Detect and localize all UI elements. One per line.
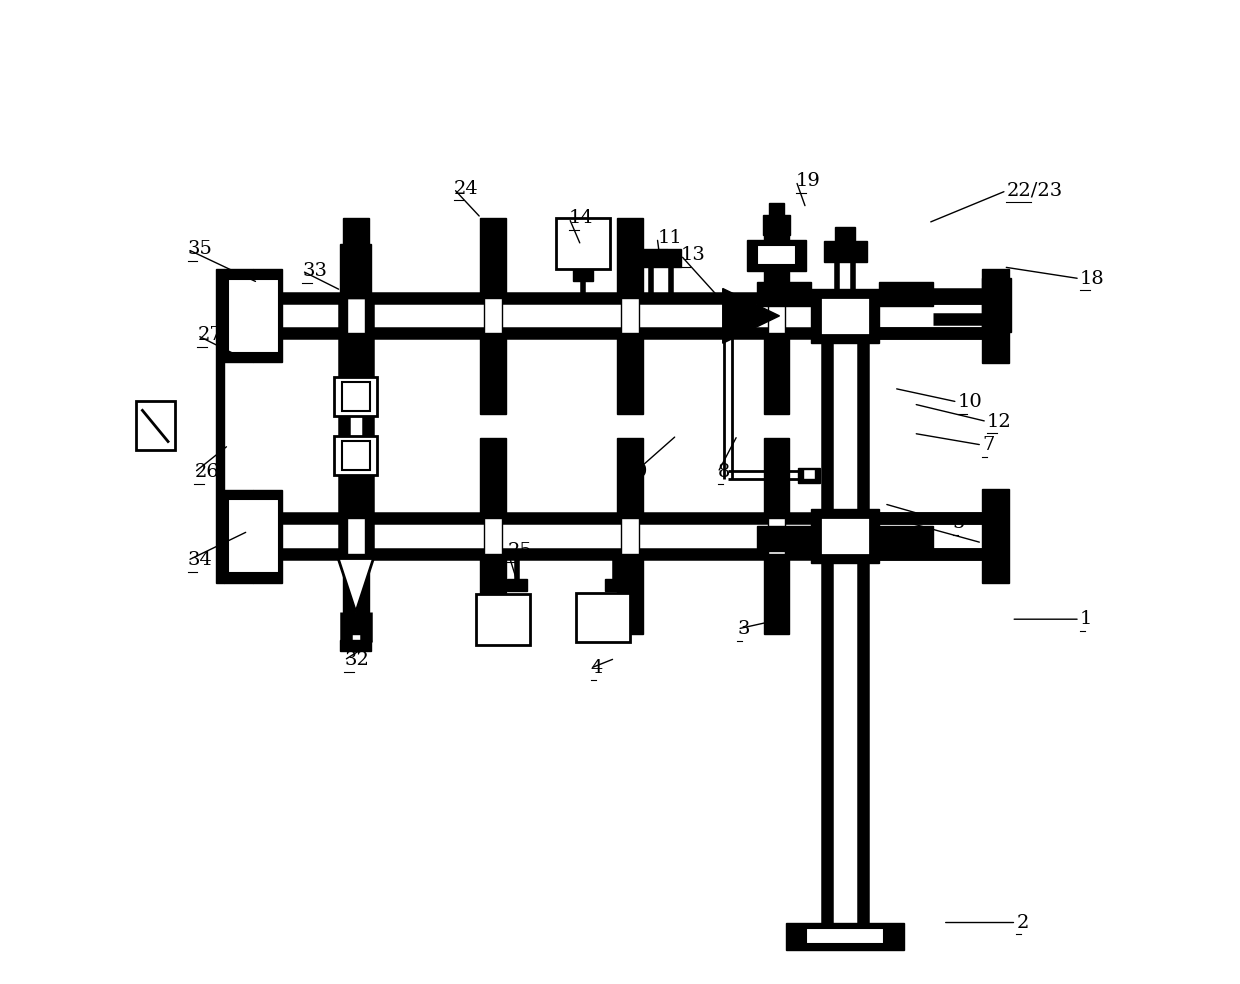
- Text: 33: 33: [303, 262, 327, 279]
- Bar: [480, 438, 506, 519]
- Bar: [618, 218, 642, 298]
- Bar: [507, 579, 527, 590]
- Text: 3: 3: [738, 620, 750, 638]
- Bar: [343, 438, 368, 519]
- Text: 27: 27: [197, 327, 222, 344]
- Bar: [641, 249, 681, 267]
- Bar: [480, 218, 506, 298]
- Text: 26: 26: [195, 463, 219, 481]
- Bar: [253, 490, 283, 583]
- Text: 34: 34: [187, 551, 212, 570]
- Text: 24: 24: [454, 180, 479, 198]
- Text: 13: 13: [681, 246, 706, 265]
- Bar: [223, 490, 253, 583]
- Text: 11: 11: [657, 228, 682, 247]
- Bar: [228, 279, 279, 352]
- Bar: [768, 519, 785, 554]
- Text: 2: 2: [1017, 913, 1029, 932]
- Text: 1: 1: [1080, 610, 1092, 628]
- Bar: [764, 438, 790, 519]
- Polygon shape: [723, 288, 780, 343]
- Bar: [820, 517, 870, 555]
- Polygon shape: [339, 559, 373, 612]
- Text: 7: 7: [982, 436, 994, 454]
- Bar: [605, 579, 625, 590]
- Bar: [253, 270, 283, 362]
- Bar: [618, 438, 642, 519]
- Bar: [335, 436, 377, 475]
- Bar: [804, 469, 815, 479]
- Bar: [769, 204, 785, 215]
- Bar: [618, 554, 642, 634]
- Bar: [484, 298, 502, 334]
- Bar: [982, 277, 1012, 332]
- Bar: [756, 526, 811, 551]
- Bar: [820, 297, 870, 335]
- Bar: [343, 334, 368, 413]
- Bar: [480, 334, 506, 413]
- Bar: [879, 526, 934, 551]
- Bar: [347, 298, 365, 334]
- Text: 8: 8: [718, 463, 730, 481]
- Text: 9: 9: [635, 463, 647, 481]
- Bar: [480, 554, 506, 634]
- Bar: [764, 334, 790, 413]
- Bar: [347, 519, 365, 554]
- Bar: [335, 377, 377, 416]
- Text: 35: 35: [187, 240, 212, 259]
- Bar: [823, 240, 867, 262]
- Bar: [575, 592, 630, 642]
- Bar: [476, 593, 529, 645]
- Bar: [216, 270, 223, 583]
- Bar: [618, 334, 642, 413]
- Text: 4: 4: [590, 659, 603, 677]
- Text: 5: 5: [952, 515, 965, 532]
- Bar: [768, 298, 785, 334]
- Bar: [879, 281, 934, 306]
- Bar: [556, 218, 610, 269]
- Text: 22/23: 22/23: [1007, 182, 1063, 200]
- Bar: [806, 928, 884, 944]
- Text: 6: 6: [982, 534, 994, 552]
- Bar: [786, 923, 904, 950]
- Bar: [756, 281, 811, 306]
- Bar: [342, 441, 370, 470]
- Bar: [763, 215, 790, 234]
- Bar: [340, 640, 372, 651]
- Bar: [982, 489, 1009, 583]
- Bar: [135, 401, 175, 451]
- Text: 32: 32: [343, 651, 370, 669]
- Text: 10: 10: [957, 393, 982, 411]
- Bar: [228, 499, 279, 573]
- Bar: [343, 218, 368, 298]
- Bar: [836, 227, 854, 240]
- Bar: [764, 218, 790, 298]
- Bar: [799, 467, 820, 483]
- Bar: [621, 298, 639, 334]
- Text: 19: 19: [796, 172, 821, 190]
- Bar: [573, 267, 593, 280]
- Bar: [343, 554, 368, 634]
- Bar: [756, 245, 796, 265]
- Text: 18: 18: [1080, 270, 1105, 287]
- Bar: [484, 519, 502, 554]
- Bar: [982, 269, 1009, 363]
- Text: 14: 14: [569, 209, 594, 227]
- Bar: [764, 554, 790, 634]
- Bar: [342, 382, 370, 411]
- Bar: [621, 519, 639, 554]
- Bar: [811, 289, 879, 342]
- Bar: [811, 509, 879, 563]
- Text: 12: 12: [987, 412, 1012, 431]
- Bar: [223, 270, 253, 362]
- Bar: [748, 239, 806, 271]
- Bar: [340, 244, 372, 298]
- Text: 25: 25: [507, 542, 532, 560]
